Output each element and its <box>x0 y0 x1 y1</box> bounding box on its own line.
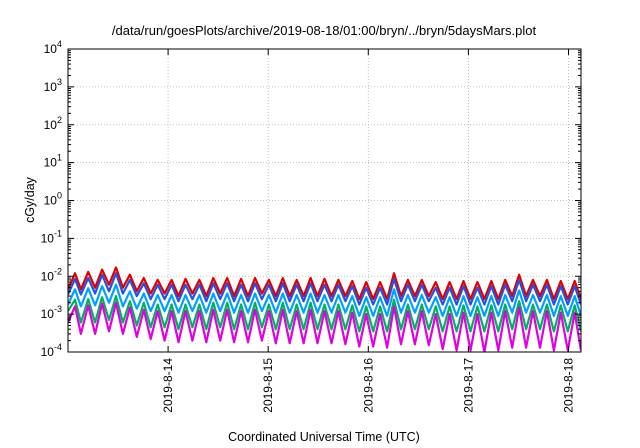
series-line-1 <box>68 266 581 301</box>
y-axis: 10-4 10-3 10-2 10-1 100 101 102 103 104 <box>41 39 581 359</box>
y-tick-label: 102 <box>44 115 62 132</box>
series-line-5 <box>68 301 581 352</box>
y-tick-label: 10-2 <box>41 266 62 283</box>
x-tick-label: 2019-8-16 <box>361 358 375 413</box>
y-tick-label: 103 <box>44 77 62 94</box>
y-tick-label: 104 <box>44 39 62 56</box>
x-tick-label: 2019-8-18 <box>561 358 575 413</box>
x-tick-label: 2019-8-17 <box>461 358 475 413</box>
y-tick-label: 10-4 <box>41 342 62 359</box>
plot-area <box>68 266 581 352</box>
x-tick-label: 2019-8-15 <box>261 358 275 413</box>
series-line-4 <box>68 295 581 333</box>
y-tick-label: 10-3 <box>41 304 62 321</box>
x-tick-label: 2019-8-14 <box>161 358 175 413</box>
y-tick-label: 10-1 <box>41 228 62 245</box>
x-axis-label: Coordinated Universal Time (UTC) <box>228 430 420 444</box>
x-axis: 2019-8-14 2019-8-15 2019-8-16 2019-8-17 2019… <box>161 49 575 413</box>
y-tick-label: 101 <box>44 153 62 170</box>
chart-title: /data/run/goesPlots/archive/2019-08-18/0… <box>112 23 537 38</box>
series-line-3 <box>68 283 581 317</box>
y-axis-label: cGy/day <box>23 176 37 223</box>
y-tick-label: 100 <box>44 191 62 208</box>
series-line-2 <box>68 272 581 306</box>
